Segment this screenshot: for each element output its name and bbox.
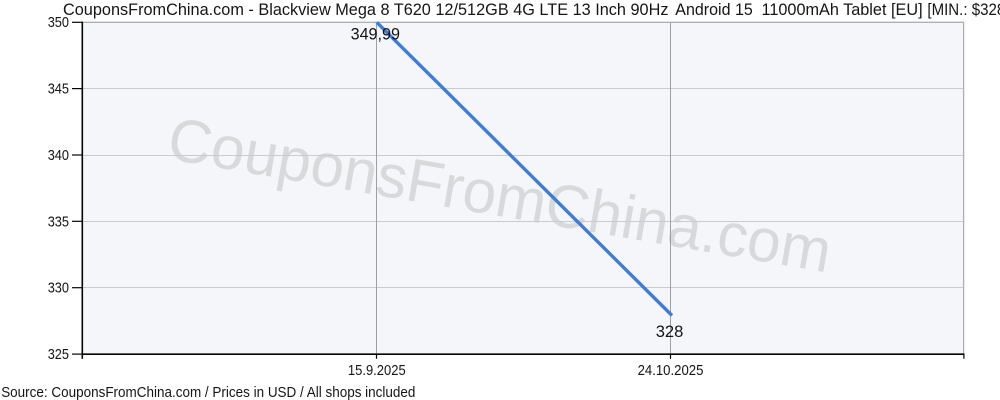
svg-text:340: 340 <box>48 148 69 164</box>
svg-text:349,99: 349,99 <box>351 25 400 44</box>
svg-text:325: 325 <box>48 347 69 363</box>
svg-text:335: 335 <box>48 214 69 230</box>
svg-text:345: 345 <box>48 82 69 98</box>
svg-text:24.10.2025: 24.10.2025 <box>638 363 704 379</box>
svg-text:330: 330 <box>48 281 69 297</box>
svg-text:15.9.2025: 15.9.2025 <box>348 363 406 379</box>
svg-text:328: 328 <box>656 322 684 341</box>
svg-text:CouponsFromChina.com - Blackvi: CouponsFromChina.com - Blackview Mega 8 … <box>63 0 1000 19</box>
svg-text:Source: CouponsFromChina.com /: Source: CouponsFromChina.com / Prices in… <box>1 385 415 400</box>
svg-text:350: 350 <box>48 15 69 31</box>
